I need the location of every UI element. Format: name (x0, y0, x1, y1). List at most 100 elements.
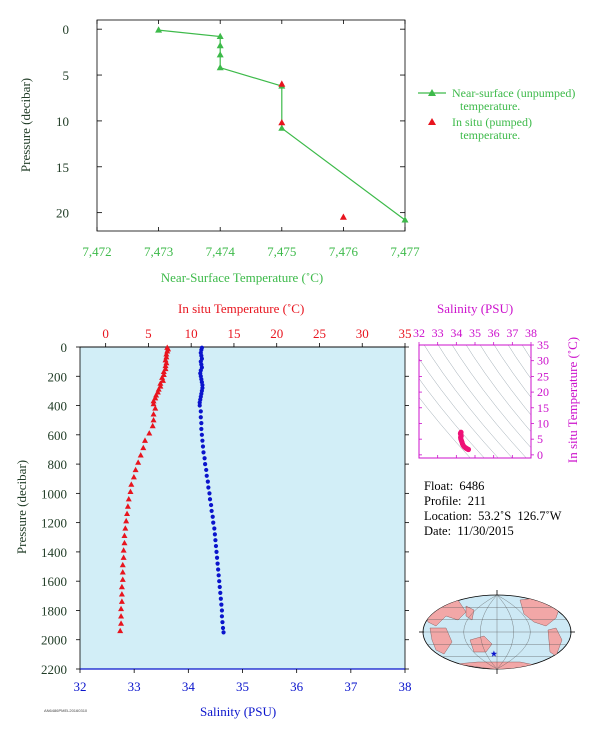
temperature-point (128, 481, 135, 487)
temperature-point (150, 400, 157, 407)
temperature-tick-label: 10 (185, 326, 198, 341)
temperature-point (142, 437, 148, 443)
temperature-point (123, 517, 130, 524)
ts-density-contours (419, 345, 531, 458)
salinity-point (218, 596, 223, 601)
near-surface-x-tick-label: 7,475 (267, 244, 296, 259)
temperature-point (159, 374, 166, 380)
ts-density-contour (465, 345, 531, 433)
salinity-point (199, 421, 204, 426)
ts-y-tick-label: 15 (537, 401, 549, 415)
ts-density-contour (423, 345, 513, 458)
ts-y-axis-label: In situ Temperature (˚C) (565, 337, 580, 463)
pumped-temperature-point (278, 118, 286, 126)
temperature-tick-label: 35 (399, 326, 412, 341)
pressure-tick-label: 1400 (41, 545, 67, 560)
temperature-point (163, 359, 170, 366)
pressure-tick-label: 1600 (41, 574, 67, 589)
salinity-point (216, 573, 221, 578)
temperature-tick-label: 0 (102, 326, 109, 341)
salinity-point (204, 467, 209, 473)
temperature-axis-label: In situ Temperature (˚C) (178, 301, 304, 316)
ts-density-contour (451, 345, 531, 449)
temperature-point (150, 397, 157, 404)
near-surface-x-tick-label: 7,473 (144, 244, 173, 259)
temperature-point (160, 368, 167, 375)
salinity-point (214, 555, 220, 560)
ts-density-contour (419, 378, 485, 458)
ts-density-contour (419, 397, 471, 458)
temperature-point (122, 525, 129, 531)
map-longitude-line (480, 595, 498, 669)
unpumped-temperature-point (216, 41, 224, 49)
temperature-point (121, 532, 128, 538)
ts-y-tick-label: 10 (537, 416, 549, 430)
salinity-point (216, 567, 221, 572)
pressure-tick-label: 0 (61, 340, 68, 355)
near-surface-y-axis-label: Pressure (decibar) (18, 78, 33, 172)
ts-density-contour (479, 345, 531, 416)
near-surface-x-tick-label: 7,477 (390, 244, 420, 259)
pumped-temperature-point (278, 80, 286, 87)
temperature-point (119, 576, 126, 582)
near-surface-x-tick-label: 7,474 (206, 244, 236, 259)
temperature-point (119, 561, 126, 568)
ts-point (465, 446, 472, 453)
map-graticule (423, 595, 571, 669)
salinity-point (197, 400, 202, 405)
temperature-point (153, 392, 160, 398)
ts-y-tick-label: 20 (537, 385, 549, 399)
salinity-tick-label: 35 (236, 679, 249, 694)
ts-title: Salinity (PSU) (437, 301, 513, 316)
salinity-point (203, 461, 208, 467)
salinity-tick-label: 34 (182, 679, 196, 694)
near-surface-x-tick-label: 7,472 (82, 244, 111, 259)
near-surface-y-tick-label: 20 (56, 206, 69, 221)
pressure-tick-label: 600 (48, 428, 68, 443)
salinity-point (217, 584, 222, 590)
ts-x-tick-label: 36 (488, 326, 500, 340)
salinity-point (207, 497, 213, 502)
ts-x-tick-label: 32 (413, 326, 425, 340)
salinity-point (199, 432, 204, 437)
unpumped-temperature-point (278, 124, 286, 131)
temperature-tick-label: 25 (313, 326, 326, 341)
salinity-point (220, 625, 226, 631)
pressure-tick-label: 1800 (41, 603, 67, 618)
legend-red-triangle (428, 118, 436, 125)
temperature-point (120, 547, 127, 553)
temperature-point (124, 510, 131, 517)
salinity-point (213, 538, 218, 543)
salinity-point (219, 614, 225, 619)
date-text: Date: 11/30/2015 (424, 524, 514, 538)
legend-green-triangle (428, 89, 436, 96)
ts-density-contour (493, 345, 531, 398)
legend-unpumped-label: Near-surface (unpumped) temperature. (452, 86, 575, 113)
footer-code: AN6486PMEL20160310 (44, 708, 88, 713)
salinity-point (198, 415, 203, 420)
salinity-point (202, 456, 207, 461)
pressure-tick-label: 2200 (41, 662, 67, 677)
temperature-tick-label: 20 (270, 326, 283, 341)
star-icon (490, 650, 498, 657)
near-surface-x-tick-label: 7,476 (329, 244, 359, 259)
temperature-point (164, 348, 171, 354)
pressure-tick-label: 200 (48, 369, 68, 384)
salinity-point (199, 426, 204, 432)
ts-density-contour (419, 358, 499, 458)
salinity-point (220, 620, 225, 625)
location-map (419, 590, 575, 674)
salinity-point (200, 444, 206, 449)
salinity-point (197, 403, 202, 408)
temperature-point (118, 583, 125, 590)
unpumped-temperature-point (155, 26, 163, 33)
map-longitude-line (496, 595, 514, 669)
salinity-point (210, 514, 215, 519)
temperature-point (124, 503, 131, 509)
temperature-point (159, 377, 166, 383)
pressure-tick-label: 800 (48, 457, 68, 472)
salinity-tick-label: 36 (290, 679, 304, 694)
salinity-point (208, 502, 214, 508)
temperature-tick-label: 5 (145, 326, 152, 341)
unpumped-temperature-point (216, 32, 224, 40)
